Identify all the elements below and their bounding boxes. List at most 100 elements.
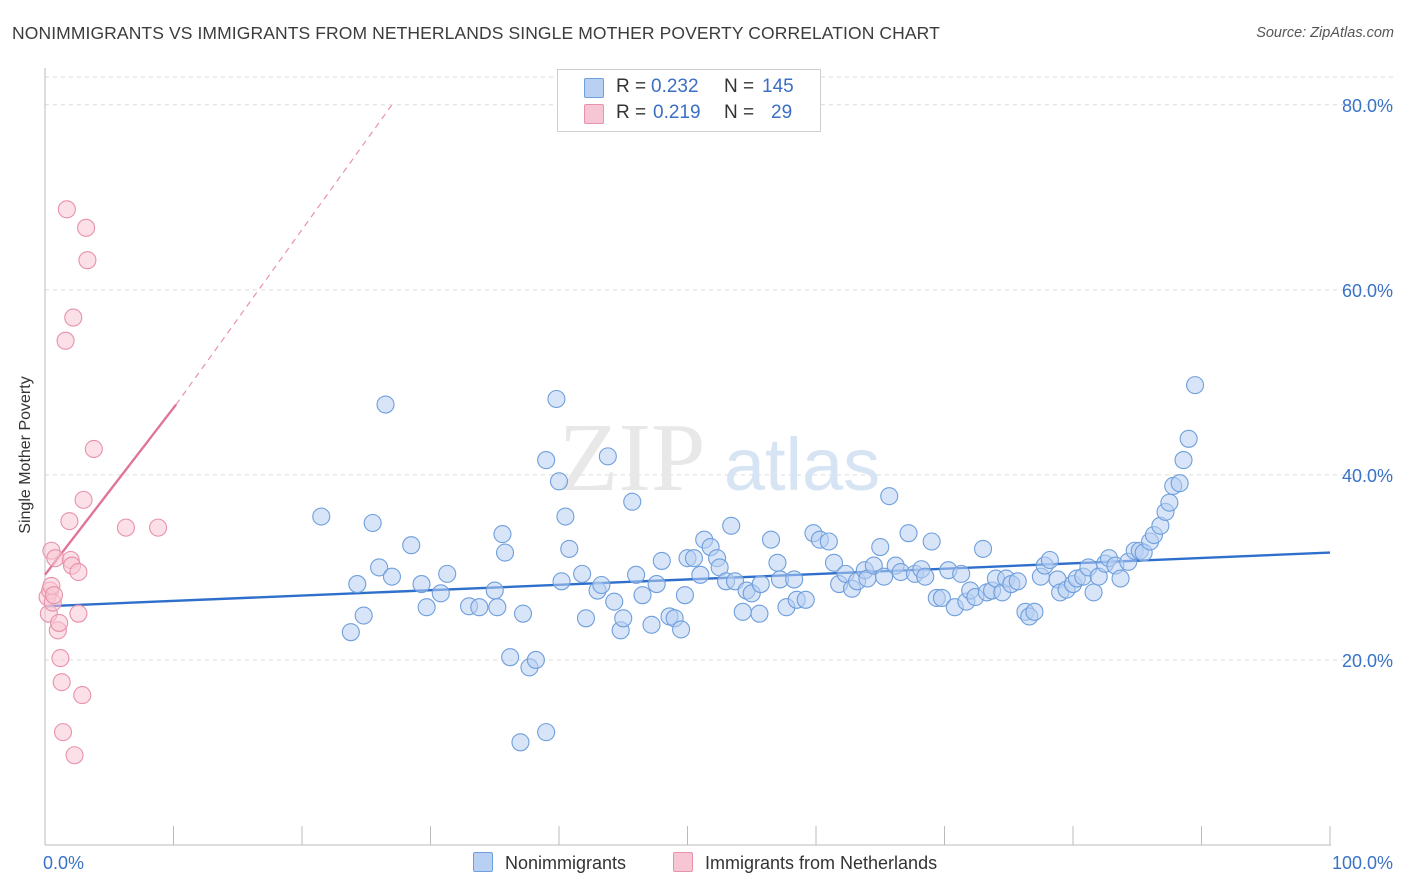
- legend-label-nonimmigrants: Nonimmigrants: [505, 853, 627, 873]
- nonimmigrant-point: [1008, 572, 1027, 591]
- nonimmigrant-point: [761, 530, 781, 549]
- nonimmigrant-point: [488, 598, 507, 617]
- nonimmigrant-point: [722, 516, 741, 535]
- immigrant-trendline-extension: [175, 104, 393, 405]
- nonimmigrant-point: [672, 620, 691, 639]
- nonimmigrant-point: [785, 570, 804, 589]
- nonimmigrant-point: [382, 567, 402, 586]
- nonimmigrant-point: [537, 723, 556, 742]
- legend-swatch-blue: [584, 78, 604, 98]
- y-axis-label: Single Mother Poverty: [17, 376, 34, 534]
- nonimmigrant-point: [1160, 493, 1179, 512]
- x-tick-label: 100.0%: [1332, 853, 1393, 873]
- immigrant-point: [73, 686, 92, 705]
- nonimmigrant-point: [751, 575, 770, 594]
- nonimmigrant-point: [348, 575, 367, 594]
- x-tick-label: 0.0%: [43, 853, 84, 873]
- immigrant-point: [46, 549, 65, 568]
- nonimmigrant-point: [431, 584, 450, 603]
- legend-item-nonimmigrants: Nonimmigrants: [473, 852, 626, 874]
- nonimmigrant-point: [675, 586, 694, 605]
- nonimmigrant-point: [633, 586, 652, 605]
- nonimmigrant-point: [1174, 451, 1193, 470]
- immigrant-point: [84, 439, 103, 459]
- nonimmigrant-point: [750, 604, 769, 623]
- nonimmigrant-point: [871, 538, 890, 557]
- immigrant-point: [56, 331, 75, 350]
- legend-n-value: 145: [762, 76, 794, 97]
- nonimmigrant-point: [376, 395, 395, 414]
- nonimmigrant-point: [493, 525, 512, 544]
- immigrant-point: [60, 512, 79, 531]
- nonimmigrant-point: [552, 572, 571, 591]
- nonimmigrant-point: [438, 564, 457, 583]
- immigrant-point: [74, 490, 93, 509]
- immigrant-point: [50, 613, 69, 632]
- nonimmigrant-point: [768, 553, 787, 572]
- immigrant-point: [44, 586, 64, 605]
- nonimmigrant-point: [470, 598, 489, 617]
- nonimmigrant-point: [576, 609, 596, 628]
- nonimmigrant-point: [864, 556, 883, 575]
- nonimmigrant-point: [647, 575, 666, 594]
- nonimmigrant-point: [932, 588, 951, 607]
- nonimmigrant-point: [627, 565, 646, 584]
- legend-n-value: 29: [771, 102, 793, 123]
- immigrant-point: [78, 251, 97, 270]
- chart-title: NONIMMIGRANTS VS IMMIGRANTS FROM NETHERL…: [12, 23, 940, 43]
- nonimmigrant-point: [341, 623, 360, 642]
- source-credit: Source: ZipAtlas.com: [1256, 25, 1394, 41]
- nonimmigrant-point: [501, 648, 520, 667]
- immigrant-point: [57, 200, 76, 219]
- legend-label-immigrants: Immigrants from Netherlands: [705, 853, 938, 873]
- tick-labels: 20.0% 40.0% 60.0% 80.0% 0.0% 100.0%: [43, 96, 1393, 873]
- nonimmigrant-point: [916, 567, 935, 586]
- nonimmigrant-point: [370, 558, 389, 577]
- nonimmigrant-point: [1040, 550, 1059, 570]
- legend-r-value: 0.232: [651, 76, 699, 97]
- legend-item-immigrants: Immigrants from Netherlands: [673, 852, 937, 874]
- nonimmigrant-point: [796, 590, 815, 609]
- nonimmigrant-point: [642, 615, 661, 634]
- nonimmigrant-point: [733, 602, 752, 621]
- nonimmigrant-point: [511, 733, 530, 752]
- nonimmigrant-point: [652, 551, 671, 570]
- nonimmigrant-point: [417, 598, 436, 617]
- trend-layer: [44, 104, 1331, 608]
- nonimmigrant-point: [880, 487, 899, 506]
- immigrant-point: [77, 218, 96, 237]
- nonimmigrant-point: [684, 549, 703, 568]
- immigrant-point: [51, 649, 70, 668]
- nonimmigrant-point: [1111, 569, 1130, 588]
- y-tick-label: 60.0%: [1342, 281, 1393, 301]
- immigrant-point: [69, 562, 88, 582]
- nonimmigrant-point: [605, 592, 624, 611]
- immigrant-point: [53, 723, 73, 742]
- nonimmigrant-point: [412, 575, 431, 594]
- legend-r-label: R =: [616, 76, 647, 97]
- nonimmigrant-point: [495, 543, 515, 562]
- nonimmigrant-point: [556, 507, 575, 526]
- immigrant-point: [116, 518, 136, 537]
- nonimmigrant-point: [560, 539, 579, 558]
- nonimmigrant-point: [623, 492, 642, 511]
- nonimmigrant-point: [922, 532, 941, 551]
- y-tick-label: 80.0%: [1342, 96, 1393, 116]
- nonimmigrant-point: [592, 575, 611, 595]
- nonimmigrant-point: [1170, 474, 1189, 493]
- legend-r-label: R =: [616, 102, 647, 123]
- nonimmigrant-point: [573, 564, 592, 583]
- nonimmigrant-point: [1084, 583, 1103, 602]
- nonimmigrant-point: [1025, 602, 1044, 621]
- axis-layer: [44, 68, 1331, 846]
- nonimmigrant-point: [354, 606, 373, 625]
- nonimmigrant-point: [952, 564, 971, 583]
- nonimmigrant-point: [547, 389, 566, 409]
- nonimmigrant-point: [402, 536, 421, 555]
- nonimmigrant-point: [513, 604, 533, 623]
- nonimmigrant-point: [485, 581, 504, 600]
- nonimmigrant-point: [363, 513, 382, 533]
- nonimmigrant-point: [526, 650, 545, 669]
- nonimmigrant-point: [1179, 429, 1198, 448]
